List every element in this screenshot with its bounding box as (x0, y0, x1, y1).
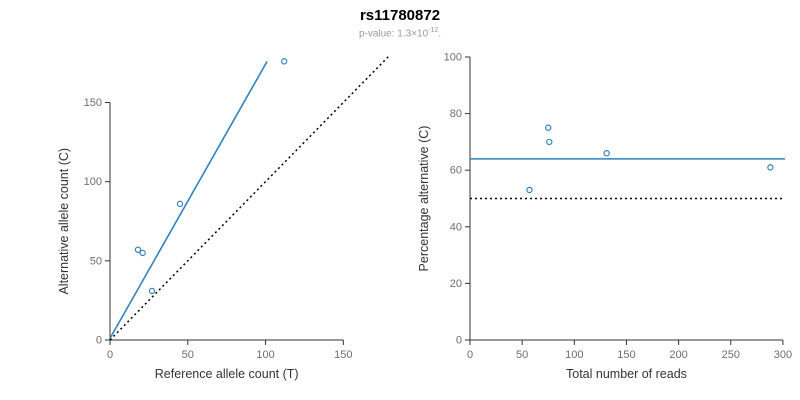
x-axis-title: Total number of reads (566, 367, 687, 381)
y-tick-label: 0 (456, 335, 462, 347)
x-tick-label: 0 (107, 349, 113, 361)
x-tick-label: 250 (722, 349, 740, 361)
x-tick-label: 50 (516, 349, 528, 361)
x-tick-label: 100 (565, 349, 583, 361)
x-axis-title: Reference allele count (T) (155, 367, 299, 381)
data-point (603, 150, 610, 157)
pvalue-period: . (438, 28, 442, 40)
y-tick-label: 60 (450, 165, 462, 177)
data-point (545, 124, 552, 131)
y-axis-title: Percentage alternative (C) (417, 126, 431, 272)
x-tick-label: 150 (617, 349, 635, 361)
pvalue-exponent: -12 (428, 27, 439, 34)
y-tick-label: 40 (450, 221, 462, 233)
data-point (176, 200, 184, 208)
x-tick-label: 200 (669, 349, 687, 361)
y-tick-label: 0 (96, 335, 102, 347)
y-tick-label: 80 (450, 108, 462, 120)
data-point (526, 186, 533, 194)
x-tick-label: 150 (334, 349, 352, 361)
data-point (134, 246, 142, 253)
y-tick-label: 100 (444, 52, 462, 64)
y-tick-label: 50 (90, 255, 102, 267)
identity-line (109, 54, 391, 341)
y-tick-label: 20 (450, 278, 462, 290)
data-point (139, 249, 146, 257)
x-tick-label: 300 (774, 349, 792, 361)
page-title: rs11780872 (359, 7, 441, 24)
pvalue-subtitle: p-value: 1.3×10-12. (0, 27, 800, 39)
y-axis-title: Alternative allele count (C) (57, 148, 71, 295)
x-tick-label: 50 (182, 349, 194, 361)
data-point (148, 287, 156, 295)
data-point (546, 138, 553, 146)
regression-line (109, 60, 268, 339)
x-tick-label: 100 (256, 349, 274, 361)
pvalue-text: p-value: 1.3×10 (358, 28, 429, 40)
y-tick-label: 100 (84, 176, 102, 188)
x-tick-label: 0 (467, 349, 473, 361)
data-point (767, 164, 774, 171)
data-point (281, 58, 288, 65)
y-tick-label: 150 (84, 97, 102, 109)
